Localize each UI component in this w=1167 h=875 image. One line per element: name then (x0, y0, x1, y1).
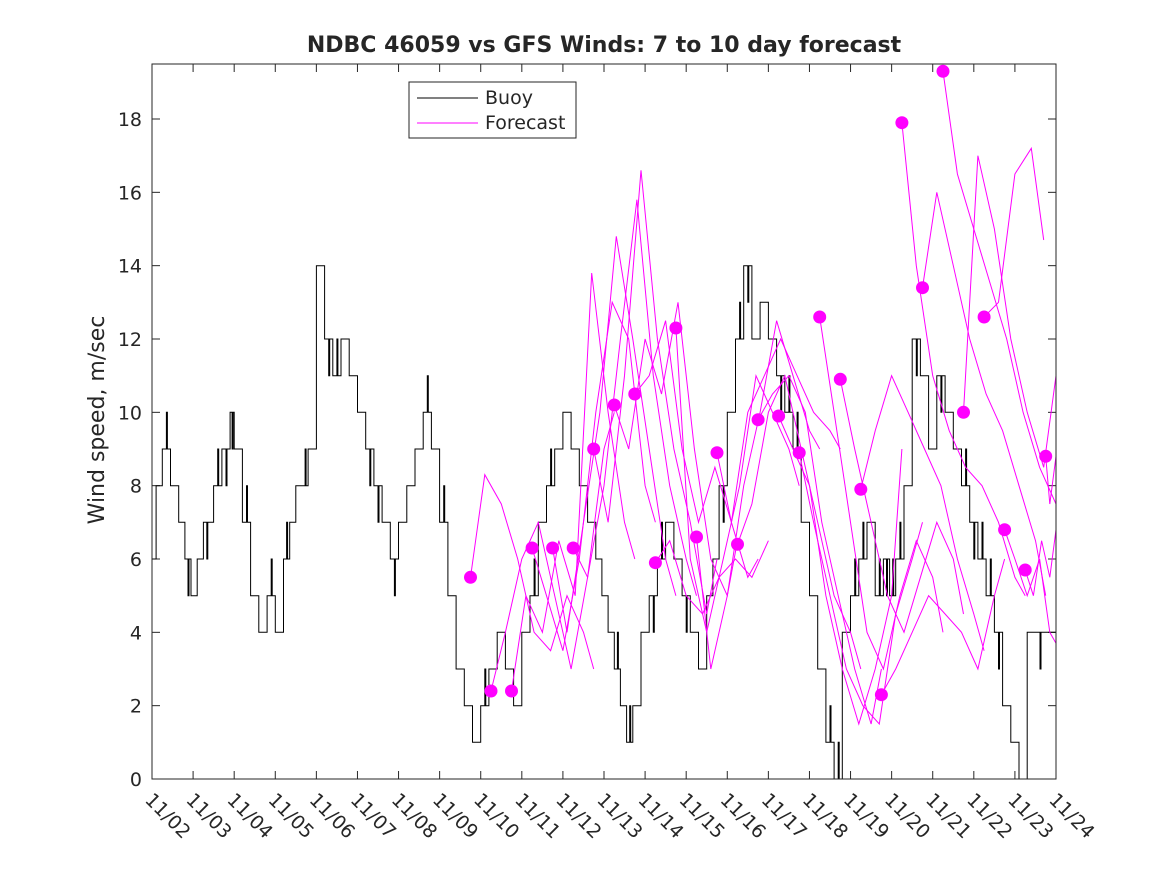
y-tick-label: 8 (130, 476, 142, 498)
forecast-marker (628, 387, 642, 401)
axes-background (152, 64, 1056, 779)
forecast-trace (778, 415, 903, 726)
forecast-marker (505, 684, 518, 698)
forecast-marker (484, 684, 498, 698)
forecast-marker (710, 446, 724, 460)
y-tick-label: 18 (118, 109, 142, 131)
forecast-trace (696, 320, 821, 670)
forecast-marker (874, 688, 888, 702)
forecast-trace (819, 316, 944, 671)
forecast-trace (531, 300, 656, 651)
forecast-marker (1018, 563, 1032, 577)
axes-frame (151, 63, 1057, 780)
forecast-marker (669, 321, 683, 335)
plot-area (152, 64, 1056, 779)
forecast-trace (1045, 456, 1057, 505)
forecast-trace (490, 412, 615, 692)
forecast-marker (772, 409, 786, 423)
legend-box (408, 81, 577, 139)
forecast-trace (716, 337, 841, 523)
y-tick-label: 6 (130, 549, 142, 571)
forecast-markers (464, 64, 1053, 702)
forecast-marker (607, 398, 621, 412)
forecast-marker (792, 446, 806, 460)
forecast-trace (675, 327, 800, 633)
buoy-line (152, 265, 1056, 780)
forecast-marker (546, 541, 560, 555)
forecast-trace (880, 558, 1006, 695)
forecast-marker (936, 64, 950, 78)
forecast-trace (470, 473, 595, 670)
forecast-trace (1024, 529, 1057, 596)
forecast-trace (839, 379, 964, 634)
forecast-trace (983, 146, 1045, 318)
forecast-marker (587, 442, 601, 456)
legend: Buoy Forecast (408, 81, 577, 139)
forecast-trace (634, 320, 759, 579)
forecast-trace (922, 192, 1047, 596)
forecast-marker (895, 116, 909, 130)
forecast-marker (854, 482, 868, 496)
forecast-marker (813, 310, 827, 324)
forecast-marker (957, 405, 970, 419)
forecast-marker (648, 556, 662, 570)
y-tick-label: 14 (118, 256, 142, 278)
legend-forecast-label: Forecast (485, 112, 565, 134)
forecast-trace (860, 374, 985, 651)
y-axis-ticks: 0 2 4 6 8 10 12 14 16 18 (118, 109, 1056, 791)
forecast-marker (751, 413, 765, 427)
forecast-marker (977, 310, 991, 324)
y-tick-label: 0 (130, 769, 142, 791)
forecast-marker (464, 570, 477, 584)
forecast-marker (731, 537, 744, 551)
forecast-trace (1004, 529, 1057, 644)
forecast-trace (963, 155, 1057, 468)
y-tick-label: 10 (118, 402, 142, 424)
forecast-trace (901, 122, 1026, 596)
forecast-trace (613, 302, 738, 598)
forecast-marker (1039, 449, 1053, 463)
forecast-marker (916, 281, 929, 295)
y-tick-label: 16 (118, 182, 142, 204)
forecast-trace (654, 539, 769, 615)
chart-title: NDBC 46059 vs GFS Winds: 7 to 10 day for… (307, 33, 902, 58)
y-tick-label: 4 (130, 622, 142, 644)
forecast-marker (566, 541, 580, 555)
forecast-marker (833, 372, 847, 386)
forecast-trace (572, 199, 697, 596)
forecast-marker (690, 530, 703, 544)
legend-buoy-label: Buoy (485, 87, 533, 109)
forecast-trace (552, 236, 677, 633)
forecast-trace (757, 374, 882, 725)
y-tick-label: 12 (118, 329, 142, 351)
forecast-marker (998, 523, 1012, 537)
y-tick-label: 2 (130, 696, 142, 718)
buoy-series (152, 265, 1056, 780)
forecast-trace (798, 452, 923, 726)
forecast-marker (525, 541, 539, 555)
forecast-trace (942, 71, 1057, 505)
forecast-trace (511, 272, 636, 692)
y-axis-label: Wind speed, m/sec (85, 316, 110, 525)
